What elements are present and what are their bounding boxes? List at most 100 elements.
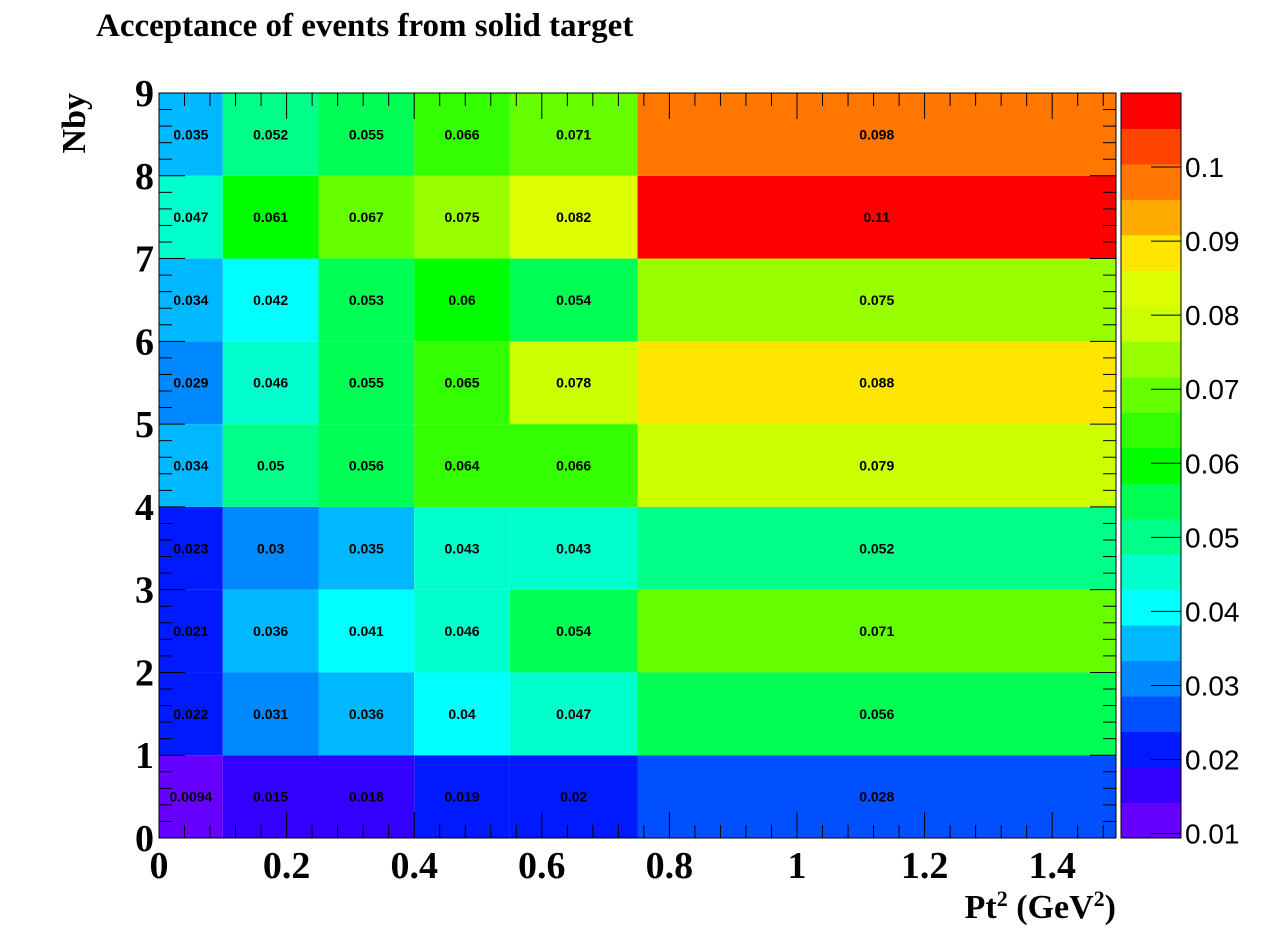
- colorbar-segment: [1121, 589, 1181, 626]
- colorbar-segment: [1121, 802, 1181, 839]
- heatmap-cell: [414, 175, 510, 259]
- heatmap-cell: [318, 341, 415, 425]
- colorbar-segment: [1121, 483, 1181, 520]
- heatmap-cell: [509, 93, 638, 176]
- heatmap-cell: [318, 506, 415, 590]
- heatmap-cell-label: 0.056: [859, 706, 894, 722]
- x-tick-label: 0.4: [390, 845, 438, 887]
- colorbar-segment: [1121, 163, 1181, 200]
- y-axis: 0 1 2 3 4 5 6 7 8 9: [135, 73, 1116, 860]
- colorbar-segment: [1121, 447, 1181, 484]
- heatmap-cell-label: 0.047: [173, 209, 208, 225]
- colorbar-segment: [1121, 270, 1181, 307]
- y-tick-label: 6: [135, 321, 154, 363]
- heatmap-cell: [159, 672, 223, 756]
- heatmap-cell: [637, 506, 1116, 590]
- heatmap-cell: [159, 258, 223, 342]
- y-axis-label: Nby: [56, 93, 93, 153]
- heatmap-cell: [637, 258, 1116, 342]
- heatmap-cell-label: 0.034: [173, 292, 208, 308]
- heatmap-cell: [222, 755, 319, 838]
- heatmap-cell: [222, 341, 319, 425]
- heatmap-cell: [637, 589, 1116, 673]
- x-tick-label: 0: [150, 845, 169, 887]
- heatmap-cell: [637, 755, 1116, 838]
- heatmap-cell-label: 0.054: [556, 623, 591, 639]
- heatmap-cell-label: 0.052: [859, 540, 894, 556]
- heatmap-cell-label: 0.066: [445, 126, 480, 142]
- x-axis: 0 0.2 0.4 0.6 0.8 1 1.2 1.4: [150, 93, 1116, 887]
- heatmap-cell: [414, 672, 510, 756]
- heatmap-cell: [222, 506, 319, 590]
- x-tick-label: 1.2: [901, 845, 949, 887]
- x-tick-label: 1.4: [1028, 845, 1076, 887]
- heatmap-cell: [414, 93, 510, 176]
- heatmap-cell: [318, 589, 415, 673]
- colorbar-tick-label: 0.07: [1185, 374, 1240, 405]
- heatmap-cell-label: 0.079: [859, 458, 894, 474]
- heatmap-cell-label: 0.071: [859, 623, 894, 639]
- heatmap-cell-label: 0.067: [349, 209, 384, 225]
- heatmap-cell-label: 0.05: [257, 458, 284, 474]
- heatmap-cell-label: 0.036: [253, 623, 288, 639]
- colorbar-segment: [1121, 660, 1181, 697]
- colorbar-segment: [1121, 696, 1181, 733]
- heatmap-cell: [509, 755, 638, 838]
- colorbar-segment: [1121, 128, 1181, 165]
- heatmap-cell: [637, 175, 1116, 259]
- heatmap-cell-label: 0.066: [556, 458, 591, 474]
- heatmap-cell-label: 0.071: [556, 126, 591, 142]
- colorbar-tick-label: 0.06: [1185, 448, 1240, 479]
- heatmap-cell-label: 0.078: [556, 375, 591, 391]
- colorbar-segment: [1121, 305, 1181, 342]
- colorbar-segment: [1121, 341, 1181, 378]
- y-tick-label: 0: [135, 818, 154, 860]
- y-tick-label: 2: [135, 652, 154, 694]
- heatmap-cell-label: 0.088: [859, 375, 894, 391]
- heatmap-cell: [222, 424, 319, 507]
- y-tick-label: 3: [135, 570, 154, 612]
- heatmap-cell-label: 0.052: [253, 126, 288, 142]
- heatmap-cell-label: 0.034: [173, 458, 208, 474]
- heatmap-cell: [414, 341, 510, 425]
- chart-title: Acceptance of events from solid target: [96, 8, 634, 44]
- heatmap-cell-labels: 0.0094 0.015 0.018 0.019 0.02 0.028 0.022 0.031…: [169, 126, 894, 804]
- heatmap-cell-label: 0.065: [445, 375, 480, 391]
- heatmap-cell-label: 0.018: [349, 789, 384, 805]
- heatmap-cell: [318, 424, 415, 507]
- heatmap-cell-label: 0.035: [349, 540, 384, 556]
- heatmap-cell: [509, 506, 638, 590]
- colorbar-segment: [1121, 731, 1181, 768]
- y-tick-label: 7: [135, 239, 154, 281]
- heatmap-cell-label: 0.043: [445, 540, 480, 556]
- heatmap-cell-label: 0.046: [445, 623, 480, 639]
- heatmap-cell-label: 0.031: [253, 706, 288, 722]
- heatmap-cell: [637, 672, 1116, 756]
- heatmap-cell-label: 0.0094: [169, 789, 212, 805]
- heatmap-cell: [318, 672, 415, 756]
- y-tick-label: 1: [135, 735, 154, 777]
- colorbar-segment: [1121, 412, 1181, 449]
- x-tick-label: 0.6: [518, 845, 566, 887]
- colorbar-tick-label: 0.01: [1185, 819, 1240, 850]
- colorbar-segment: [1121, 93, 1181, 129]
- heatmap-cell: [637, 93, 1116, 176]
- colorbar-segment: [1121, 625, 1181, 662]
- colorbar-tick-label: 0.02: [1185, 745, 1240, 776]
- heatmap-cell-label: 0.043: [556, 540, 591, 556]
- heatmap-cell-label: 0.029: [173, 375, 208, 391]
- colorbar-frame: [1120, 92, 1182, 839]
- colorbar-segment: [1121, 518, 1181, 555]
- colorbar-tick-label: 0.03: [1185, 670, 1240, 701]
- heatmap-cell: [637, 341, 1116, 425]
- heatmap-cell-label: 0.023: [173, 540, 208, 556]
- colorbar-tick-label: 0.08: [1185, 300, 1240, 331]
- heatmap-cell-label: 0.022: [173, 706, 208, 722]
- heatmap-cell-label: 0.028: [859, 789, 894, 805]
- heatmap-cell-label: 0.053: [349, 292, 384, 308]
- heatmap-cell-label: 0.098: [859, 126, 894, 142]
- heatmap-cell-label: 0.055: [349, 375, 384, 391]
- heatmap-cell: [509, 589, 638, 673]
- heatmap-cell: [159, 93, 223, 176]
- x-tick-label: 1: [788, 845, 807, 887]
